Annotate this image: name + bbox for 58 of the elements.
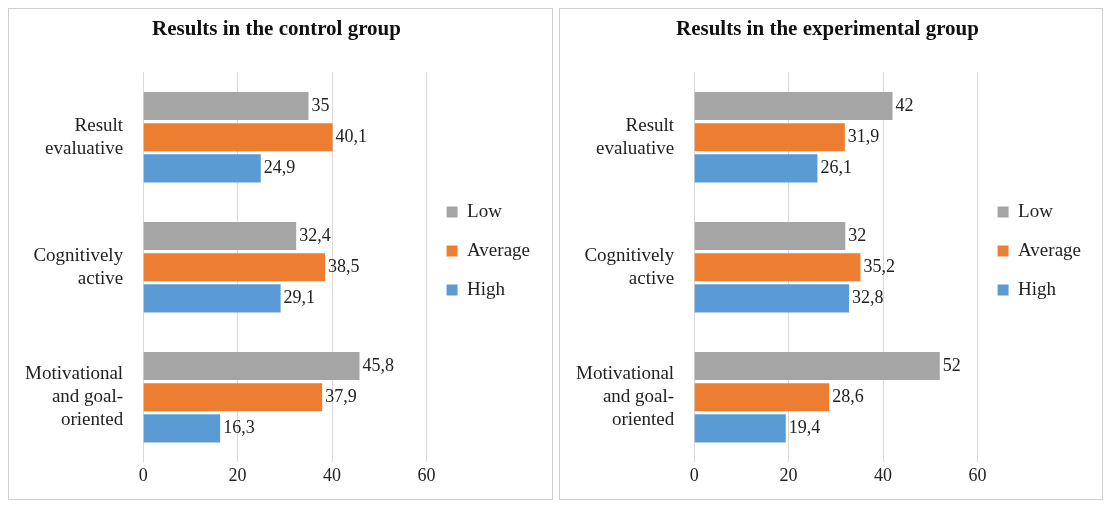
y-tick-label: Result evaluative bbox=[45, 113, 124, 158]
bar bbox=[143, 284, 281, 313]
data-label: 16,3 bbox=[223, 417, 255, 438]
x-tick-label: 0 bbox=[138, 464, 148, 485]
bar bbox=[143, 91, 309, 121]
data-label: 32 bbox=[847, 224, 866, 245]
y-tick-label: Motivational and goal-oriented bbox=[25, 362, 124, 429]
data-label: 35,2 bbox=[862, 255, 895, 276]
bar bbox=[143, 253, 326, 282]
bar bbox=[694, 351, 940, 381]
legend-label: High bbox=[467, 277, 506, 299]
bar bbox=[694, 91, 893, 121]
legend-label: Average bbox=[1017, 238, 1081, 260]
data-label: 32,8 bbox=[851, 287, 884, 308]
bar bbox=[143, 351, 360, 381]
x-tick-label: 40 bbox=[323, 464, 342, 485]
bar bbox=[694, 123, 845, 152]
bar bbox=[694, 154, 817, 183]
data-label: 45,8 bbox=[362, 354, 394, 375]
y-tick-label: Motivational and goal-oriented bbox=[575, 362, 675, 429]
legend-label: Low bbox=[1017, 199, 1053, 221]
data-label: 31,9 bbox=[847, 125, 879, 146]
bar bbox=[143, 123, 333, 152]
x-tick-label: 0 bbox=[689, 464, 699, 485]
bar bbox=[694, 284, 849, 313]
bar bbox=[694, 221, 845, 251]
data-label: 32,4 bbox=[299, 224, 331, 245]
y-tick-label: Cognitively active bbox=[583, 243, 675, 288]
data-label: 24,9 bbox=[263, 157, 296, 178]
bar bbox=[143, 221, 297, 251]
chart-title: Results in the experimental group bbox=[675, 16, 979, 41]
x-tick-label: 60 bbox=[417, 464, 436, 485]
y-tick-label: Result evaluative bbox=[595, 113, 675, 158]
legend-label: Average bbox=[467, 238, 530, 260]
chart-title: Results in the control group bbox=[152, 16, 401, 41]
data-label: 37,9 bbox=[325, 385, 357, 406]
x-tick-label: 40 bbox=[873, 464, 892, 485]
bar bbox=[143, 154, 261, 183]
legend-label: High bbox=[1017, 277, 1057, 299]
x-tick-label: 20 bbox=[779, 464, 798, 485]
data-label: 28,6 bbox=[831, 385, 864, 406]
bar bbox=[694, 253, 860, 282]
data-label: 38,5 bbox=[328, 255, 360, 276]
bar bbox=[694, 383, 829, 412]
x-tick-label: 20 bbox=[228, 464, 247, 485]
bar bbox=[143, 383, 323, 412]
x-tick-label: 60 bbox=[968, 464, 987, 485]
data-label: 29,1 bbox=[283, 287, 316, 308]
data-label: 26,1 bbox=[819, 157, 852, 178]
bar bbox=[694, 414, 786, 443]
legend-label: Low bbox=[467, 199, 503, 221]
bar bbox=[143, 414, 221, 443]
data-label: 52 bbox=[942, 354, 961, 375]
data-label: 40,1 bbox=[335, 125, 368, 146]
y-tick-label: Cognitively active bbox=[33, 243, 124, 288]
data-label: 35 bbox=[311, 94, 330, 115]
data-label: 19,4 bbox=[788, 417, 820, 438]
data-label: 42 bbox=[895, 94, 914, 115]
